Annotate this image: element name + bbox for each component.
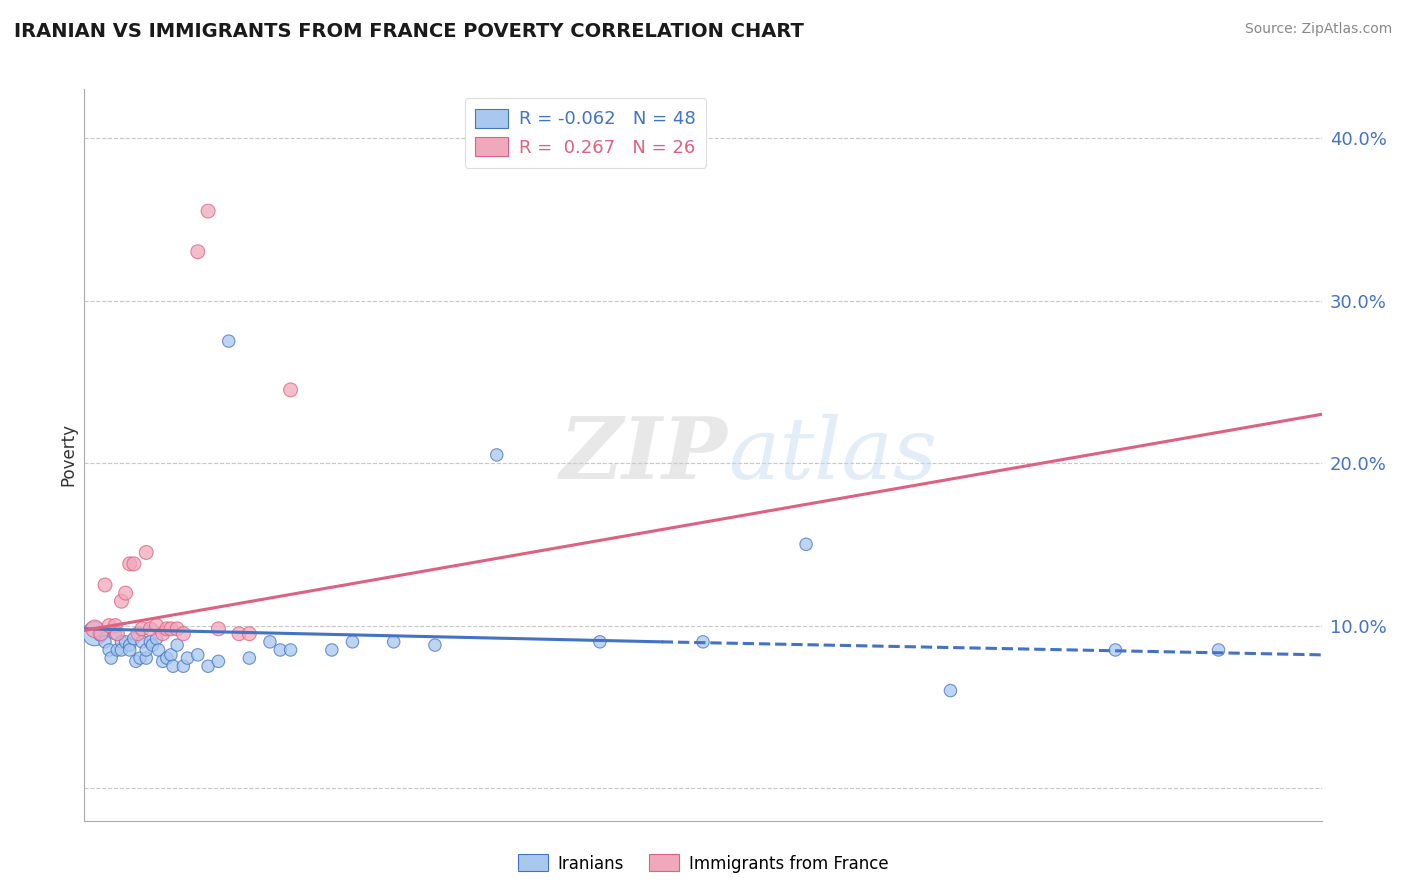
Point bbox=[98, 643, 121, 657]
Point bbox=[218, 334, 240, 348]
Point bbox=[160, 648, 183, 662]
Point bbox=[166, 622, 188, 636]
Point bbox=[131, 635, 153, 649]
Point bbox=[280, 383, 302, 397]
Point bbox=[148, 643, 170, 657]
Point bbox=[172, 659, 194, 673]
Point bbox=[98, 618, 121, 632]
Point bbox=[94, 578, 117, 592]
Point bbox=[485, 448, 508, 462]
Point bbox=[127, 626, 149, 640]
Point bbox=[382, 635, 405, 649]
Point bbox=[135, 545, 157, 559]
Point bbox=[104, 626, 127, 640]
Y-axis label: Poverty: Poverty bbox=[59, 424, 77, 486]
Point bbox=[176, 651, 198, 665]
Point bbox=[83, 626, 105, 640]
Point bbox=[160, 622, 183, 636]
Point bbox=[423, 638, 446, 652]
Point bbox=[118, 643, 141, 657]
Point bbox=[105, 643, 128, 657]
Point bbox=[269, 643, 291, 657]
Point bbox=[141, 638, 163, 652]
Point bbox=[90, 626, 112, 640]
Point bbox=[114, 586, 136, 600]
Point bbox=[122, 632, 145, 646]
Point bbox=[118, 638, 141, 652]
Point bbox=[125, 654, 148, 668]
Point bbox=[939, 683, 962, 698]
Point bbox=[156, 651, 179, 665]
Point bbox=[197, 659, 219, 673]
Point bbox=[129, 651, 152, 665]
Point bbox=[238, 626, 260, 640]
Point bbox=[90, 626, 112, 640]
Point bbox=[238, 651, 260, 665]
Text: atlas: atlas bbox=[728, 414, 936, 496]
Text: ZIP: ZIP bbox=[560, 413, 728, 497]
Point bbox=[83, 622, 105, 636]
Point bbox=[187, 648, 209, 662]
Point bbox=[145, 632, 167, 646]
Point bbox=[342, 635, 364, 649]
Point bbox=[172, 626, 194, 640]
Point bbox=[104, 618, 127, 632]
Point bbox=[135, 651, 157, 665]
Point bbox=[131, 622, 153, 636]
Point bbox=[110, 643, 132, 657]
Point bbox=[794, 537, 817, 551]
Point bbox=[135, 643, 157, 657]
Point bbox=[228, 626, 250, 640]
Point bbox=[280, 643, 302, 657]
Point bbox=[692, 635, 714, 649]
Point bbox=[259, 635, 281, 649]
Point bbox=[118, 557, 141, 571]
Point bbox=[100, 651, 122, 665]
Point bbox=[1208, 643, 1230, 657]
Point bbox=[321, 643, 343, 657]
Point bbox=[110, 635, 132, 649]
Text: IRANIAN VS IMMIGRANTS FROM FRANCE POVERTY CORRELATION CHART: IRANIAN VS IMMIGRANTS FROM FRANCE POVERT… bbox=[14, 22, 804, 41]
Point bbox=[1104, 643, 1126, 657]
Point bbox=[152, 626, 174, 640]
Point bbox=[110, 594, 132, 608]
Point bbox=[156, 622, 179, 636]
Point bbox=[114, 635, 136, 649]
Point bbox=[122, 557, 145, 571]
Legend: R = -0.062   N = 48, R =  0.267   N = 26: R = -0.062 N = 48, R = 0.267 N = 26 bbox=[464, 98, 706, 168]
Point bbox=[145, 618, 167, 632]
Point bbox=[197, 204, 219, 219]
Point bbox=[139, 622, 162, 636]
Point bbox=[94, 635, 117, 649]
Point bbox=[187, 244, 209, 259]
Point bbox=[139, 635, 162, 649]
Point bbox=[166, 638, 188, 652]
Point bbox=[207, 654, 229, 668]
Text: Source: ZipAtlas.com: Source: ZipAtlas.com bbox=[1244, 22, 1392, 37]
Point bbox=[589, 635, 612, 649]
Point bbox=[207, 622, 229, 636]
Point bbox=[105, 626, 128, 640]
Point bbox=[162, 659, 184, 673]
Legend: Iranians, Immigrants from France: Iranians, Immigrants from France bbox=[510, 847, 896, 880]
Point bbox=[152, 654, 174, 668]
